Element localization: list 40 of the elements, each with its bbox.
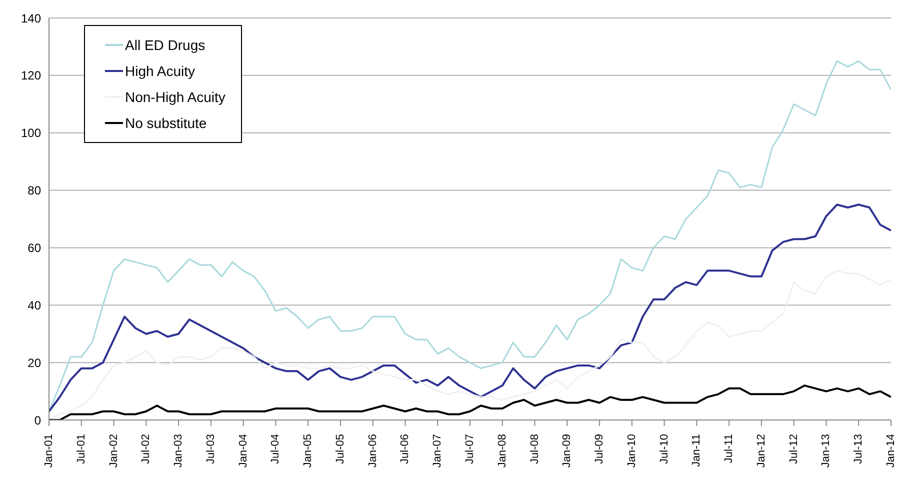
x-tick-label: Jan-08 <box>496 434 508 468</box>
x-tick-label: Jul-05 <box>334 434 346 464</box>
x-tick-label: Jul-01 <box>75 434 88 464</box>
x-tick-label: Jul-08 <box>528 434 541 464</box>
x-tick-label: Jul-06 <box>399 434 412 464</box>
y-tick-label: 120 <box>20 68 42 83</box>
y-tick-label: 20 <box>28 356 42 370</box>
x-tick-label: Jan-09 <box>561 434 574 468</box>
y-tick-label: 140 <box>20 11 42 26</box>
x-tick-label: Jul-10 <box>658 434 670 464</box>
x-tick-label: Jan-05 <box>302 434 314 468</box>
x-tick-label: Jan-12 <box>755 434 768 468</box>
line-series <box>49 204 891 412</box>
y-tick-label: 100 <box>20 126 42 140</box>
y-tick-label: 80 <box>28 184 42 198</box>
legend-label: No substitute <box>125 115 207 131</box>
x-tick-label: Jul-11 <box>723 434 736 464</box>
x-tick-label: Jul-07 <box>464 434 476 464</box>
y-tick-label: 60 <box>28 240 42 255</box>
x-tick-label: Jan-10 <box>626 434 638 468</box>
x-tick-label: Jan-07 <box>432 434 444 468</box>
x-tick-label: Jul-02 <box>140 434 152 464</box>
x-tick-label: Jan-04 <box>237 434 250 468</box>
legend-label: Non-High Acuity <box>125 89 226 105</box>
legend-label: High Acuity <box>125 63 196 79</box>
x-tick-label: Jan-01 <box>43 434 55 468</box>
legend-label: All ED Drugs <box>125 37 206 53</box>
x-tick-label: Jan-11 <box>690 434 703 467</box>
x-tick-label: Jul-03 <box>204 434 217 464</box>
x-tick-label: Jan-02 <box>108 434 120 468</box>
y-tick-label: 0 <box>34 413 42 428</box>
x-tick-label: Jan-13 <box>820 434 832 468</box>
x-tick-label: Jul-13 <box>852 434 865 464</box>
x-tick-label: Jul-12 <box>788 434 800 464</box>
x-tick-label: Jan-06 <box>366 434 379 468</box>
x-tick-label: Jul-09 <box>594 434 606 464</box>
x-tick-label: Jan-14 <box>885 434 897 468</box>
y-tick-label: 40 <box>28 298 42 312</box>
x-tick-label: Jan-03 <box>172 434 185 468</box>
x-tick-label: Jul-04 <box>270 434 282 464</box>
